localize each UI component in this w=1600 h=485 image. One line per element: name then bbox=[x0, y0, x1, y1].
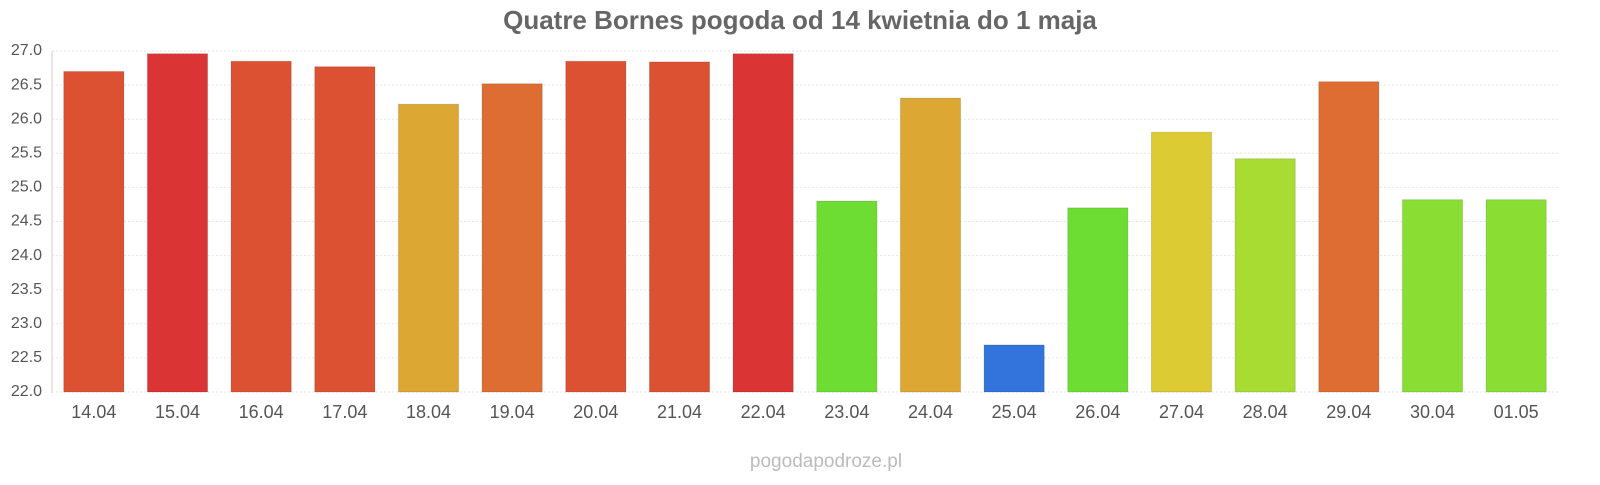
x-tick-label: 18.04 bbox=[406, 402, 451, 422]
bar bbox=[732, 53, 794, 393]
y-tick-label: 26.5 bbox=[11, 76, 42, 93]
bar bbox=[1401, 199, 1464, 393]
x-tick-label: 17.04 bbox=[322, 402, 367, 422]
bar bbox=[899, 97, 962, 393]
x-tick-label: 19.04 bbox=[490, 402, 535, 422]
y-tick-label: 22.0 bbox=[11, 383, 42, 400]
y-tick-label: 23.0 bbox=[11, 315, 42, 332]
x-tick-label: 28.04 bbox=[1243, 402, 1288, 422]
bar bbox=[230, 60, 292, 393]
bar bbox=[481, 83, 543, 393]
source: pogodapodroze.pl bbox=[750, 451, 902, 472]
x-tick-label: 26.04 bbox=[1075, 402, 1120, 422]
bar bbox=[816, 200, 878, 393]
x-tick-label: 21.04 bbox=[657, 402, 702, 422]
bar bbox=[983, 344, 1045, 393]
y-tick-label: 26.0 bbox=[11, 110, 42, 127]
x-tick-label: 15.04 bbox=[155, 402, 200, 422]
bar bbox=[1485, 199, 1547, 393]
x-tick-label: 20.04 bbox=[573, 402, 618, 422]
bar bbox=[1150, 131, 1213, 393]
y-tick-label: 25.0 bbox=[11, 179, 42, 196]
x-tick-label: 25.04 bbox=[992, 402, 1037, 422]
bar bbox=[63, 70, 125, 393]
bar bbox=[1067, 207, 1129, 393]
chart-title: Quatre Bornes pogoda od 14 kwietnia do 1… bbox=[503, 5, 1097, 35]
x-tick-label: 14.04 bbox=[71, 402, 116, 422]
y-tick-label: 24.5 bbox=[11, 213, 42, 230]
x-tick-label: 22.04 bbox=[741, 402, 786, 422]
x-tick-label: 01.05 bbox=[1494, 402, 1539, 422]
x-tick-label: 27.04 bbox=[1159, 402, 1204, 422]
y-tick-label: 24.0 bbox=[11, 247, 42, 264]
bar bbox=[1234, 158, 1296, 393]
y-tick-label: 23.5 bbox=[11, 281, 42, 298]
x-tick-label: 23.04 bbox=[824, 402, 869, 422]
bar bbox=[397, 103, 460, 393]
bar bbox=[146, 53, 209, 393]
x-tick-label: 16.04 bbox=[239, 402, 284, 422]
bar bbox=[565, 60, 627, 393]
y-tick-label: 27.0 bbox=[11, 42, 42, 59]
y-tick-label: 25.5 bbox=[11, 145, 42, 162]
bar bbox=[648, 61, 711, 393]
bar bbox=[1318, 81, 1380, 393]
bar bbox=[314, 66, 376, 393]
y-tick-label: 22.5 bbox=[11, 349, 42, 366]
x-tick-label: 24.04 bbox=[908, 402, 953, 422]
x-tick-label: 30.04 bbox=[1410, 402, 1455, 422]
x-tick-label: 29.04 bbox=[1326, 402, 1371, 422]
